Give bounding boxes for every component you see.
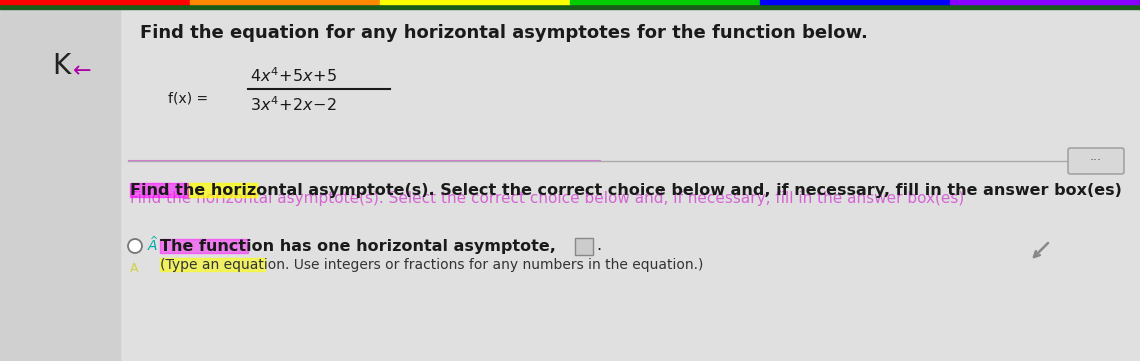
Text: $\leftarrow$: $\leftarrow$ bbox=[68, 59, 92, 79]
Text: A: A bbox=[130, 262, 138, 275]
Text: f(x) =: f(x) = bbox=[168, 91, 209, 105]
Bar bbox=[130, 183, 188, 197]
Bar bbox=[0, 0, 190, 4]
Bar bbox=[950, 0, 1140, 4]
Bar bbox=[570, 0, 760, 4]
Text: (Type an equation. Use integers or fractions for any numbers in the equation.): (Type an equation. Use integers or fract… bbox=[160, 258, 703, 272]
Bar bbox=[0, 0, 120, 361]
Bar bbox=[380, 0, 570, 4]
Text: $\mathsf{K}$: $\mathsf{K}$ bbox=[51, 52, 73, 80]
Text: Find the horizontal asymptote(s). Select the correct choice below and, if necess: Find the horizontal asymptote(s). Select… bbox=[130, 183, 1122, 199]
Text: The function has one horizontal asymptote,: The function has one horizontal asymptot… bbox=[160, 239, 556, 253]
Bar bbox=[160, 239, 249, 253]
Bar bbox=[760, 0, 950, 4]
Bar bbox=[160, 258, 264, 271]
Bar bbox=[190, 0, 380, 4]
Text: Find the horizontal asymptote(s). Select the correct choice below and, if necess: Find the horizontal asymptote(s). Select… bbox=[130, 191, 964, 206]
Text: Find the equation for any horizontal asymptotes for the function below.: Find the equation for any horizontal asy… bbox=[140, 24, 868, 42]
Text: .: . bbox=[596, 239, 601, 253]
Bar bbox=[189, 183, 256, 197]
Text: ^: ^ bbox=[150, 236, 158, 246]
Circle shape bbox=[128, 239, 142, 253]
Text: $3x^4\!+\!2x\!-\!2$: $3x^4\!+\!2x\!-\!2$ bbox=[250, 96, 337, 114]
Text: $4x^4\!+\!5x\!+\!5$: $4x^4\!+\!5x\!+\!5$ bbox=[250, 67, 337, 85]
Text: A: A bbox=[148, 239, 157, 253]
FancyBboxPatch shape bbox=[1068, 148, 1124, 174]
Text: ···: ··· bbox=[1090, 155, 1102, 168]
Bar bbox=[0, 0, 1140, 9]
FancyBboxPatch shape bbox=[575, 238, 593, 255]
